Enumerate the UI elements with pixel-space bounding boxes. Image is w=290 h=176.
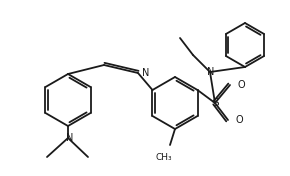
- Text: N: N: [142, 68, 149, 78]
- Text: O: O: [237, 80, 245, 90]
- Text: CH₃: CH₃: [156, 153, 172, 162]
- Text: N: N: [207, 67, 215, 77]
- Text: S: S: [213, 98, 219, 108]
- Text: O: O: [235, 115, 243, 125]
- Text: N: N: [66, 133, 74, 143]
